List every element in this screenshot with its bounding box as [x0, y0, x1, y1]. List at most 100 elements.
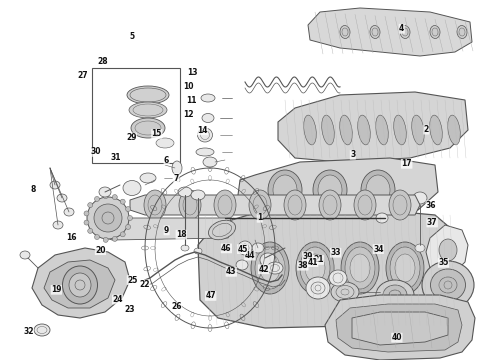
Ellipse shape: [179, 190, 201, 220]
Text: 8: 8: [31, 185, 36, 194]
Ellipse shape: [144, 190, 166, 220]
Text: 23: 23: [124, 305, 135, 314]
Text: 3: 3: [350, 150, 355, 159]
Text: 36: 36: [426, 201, 437, 210]
Ellipse shape: [50, 181, 60, 189]
Ellipse shape: [389, 190, 411, 220]
Ellipse shape: [63, 266, 98, 304]
Ellipse shape: [430, 115, 442, 145]
Ellipse shape: [87, 197, 129, 239]
Ellipse shape: [131, 118, 165, 138]
Ellipse shape: [172, 161, 182, 175]
Text: 7: 7: [174, 174, 179, 183]
Ellipse shape: [345, 247, 375, 289]
Ellipse shape: [350, 254, 370, 282]
Ellipse shape: [341, 242, 379, 294]
Ellipse shape: [366, 175, 390, 205]
Ellipse shape: [57, 194, 67, 202]
Ellipse shape: [284, 190, 306, 220]
Ellipse shape: [249, 190, 271, 220]
Polygon shape: [325, 295, 475, 360]
Text: 19: 19: [51, 285, 62, 294]
Polygon shape: [308, 8, 472, 56]
Text: 30: 30: [90, 148, 101, 157]
Ellipse shape: [214, 190, 236, 220]
Ellipse shape: [69, 273, 91, 297]
Ellipse shape: [95, 197, 99, 202]
Ellipse shape: [112, 237, 117, 242]
Text: 6: 6: [164, 156, 169, 165]
Ellipse shape: [125, 207, 131, 212]
Polygon shape: [238, 158, 438, 218]
Ellipse shape: [99, 187, 111, 197]
Ellipse shape: [260, 253, 276, 267]
Ellipse shape: [140, 173, 156, 183]
Ellipse shape: [400, 26, 410, 39]
Text: 34: 34: [373, 245, 384, 253]
Polygon shape: [198, 210, 458, 328]
Ellipse shape: [313, 170, 347, 210]
Ellipse shape: [103, 194, 108, 199]
Text: 28: 28: [98, 57, 108, 66]
Ellipse shape: [53, 221, 63, 229]
Ellipse shape: [395, 254, 415, 282]
Ellipse shape: [361, 170, 395, 210]
Ellipse shape: [340, 115, 352, 145]
Ellipse shape: [202, 113, 214, 122]
Ellipse shape: [331, 282, 359, 302]
Text: 39: 39: [302, 252, 313, 261]
Text: 41: 41: [307, 258, 318, 266]
Ellipse shape: [304, 115, 317, 145]
Ellipse shape: [201, 94, 215, 102]
Text: 37: 37: [427, 218, 438, 227]
Ellipse shape: [129, 102, 167, 118]
Text: 43: 43: [226, 267, 237, 276]
Ellipse shape: [413, 192, 427, 204]
Ellipse shape: [422, 261, 474, 309]
Text: 40: 40: [392, 333, 402, 342]
Ellipse shape: [64, 208, 74, 216]
Text: 13: 13: [187, 68, 198, 77]
Text: 18: 18: [176, 230, 187, 239]
Ellipse shape: [197, 128, 213, 142]
Text: 24: 24: [112, 295, 123, 304]
Ellipse shape: [95, 235, 99, 239]
Ellipse shape: [267, 262, 283, 274]
Ellipse shape: [386, 242, 424, 294]
Text: 10: 10: [183, 82, 194, 91]
Ellipse shape: [208, 220, 236, 240]
Ellipse shape: [120, 199, 125, 204]
Ellipse shape: [329, 270, 347, 286]
Ellipse shape: [376, 115, 388, 145]
Text: 47: 47: [205, 292, 216, 300]
Ellipse shape: [300, 247, 330, 289]
Text: 17: 17: [401, 159, 412, 168]
Ellipse shape: [439, 239, 457, 261]
Ellipse shape: [448, 115, 460, 145]
Ellipse shape: [125, 224, 131, 229]
Polygon shape: [98, 218, 232, 240]
Ellipse shape: [20, 251, 30, 259]
Ellipse shape: [268, 170, 302, 210]
Text: 15: 15: [151, 130, 162, 139]
Polygon shape: [32, 248, 130, 318]
Ellipse shape: [260, 254, 280, 282]
Ellipse shape: [236, 260, 248, 270]
Ellipse shape: [393, 115, 406, 145]
Ellipse shape: [84, 211, 89, 216]
Text: 1: 1: [257, 213, 262, 222]
Ellipse shape: [127, 86, 169, 104]
Text: 44: 44: [245, 251, 255, 260]
Ellipse shape: [415, 244, 425, 252]
Ellipse shape: [103, 237, 108, 242]
Ellipse shape: [376, 213, 388, 223]
Polygon shape: [130, 195, 420, 215]
Ellipse shape: [255, 247, 285, 289]
Ellipse shape: [194, 248, 202, 254]
Ellipse shape: [412, 115, 424, 145]
Text: 27: 27: [77, 71, 88, 80]
Polygon shape: [44, 260, 115, 308]
Text: 33: 33: [330, 248, 341, 257]
Ellipse shape: [203, 157, 217, 167]
Ellipse shape: [376, 280, 414, 310]
